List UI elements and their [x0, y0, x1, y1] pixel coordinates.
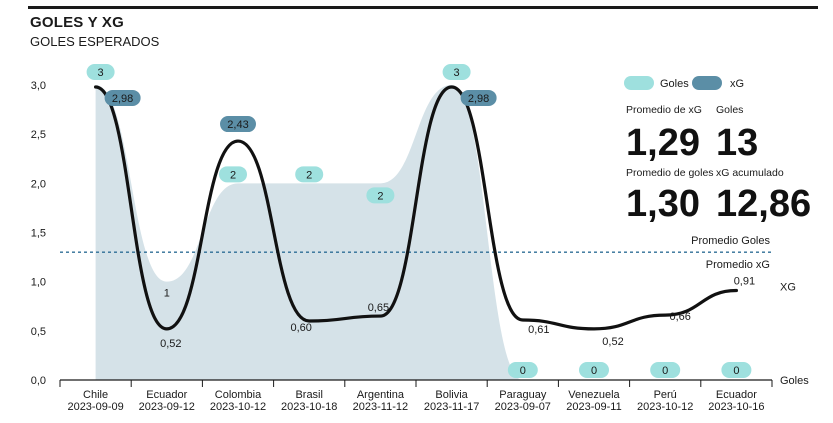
xg-pill: 2,43 — [220, 116, 256, 133]
y-tick-label: 2,5 — [31, 129, 46, 141]
x-tick-date: 2023-10-18 — [281, 401, 337, 413]
x-tick-date: 2023-09-12 — [139, 401, 195, 413]
x-tick-team: Colombia — [215, 389, 262, 401]
goals-pill-shape — [442, 64, 471, 80]
xg-pill: 2,98 — [460, 89, 497, 106]
x-tick-team: Ecuador — [146, 389, 187, 401]
series-end-label-goals: Goles — [780, 375, 809, 387]
x-tick-team: Bolivia — [435, 389, 468, 401]
goals-pill-shape — [507, 362, 538, 378]
stats-panel: Promedio de xG 1,29 Goles 13 Promedio de… — [626, 104, 811, 225]
xg-data-label: 0,65 — [368, 302, 389, 314]
x-tick-date: 2023-10-12 — [210, 401, 266, 413]
top-rule — [28, 6, 818, 9]
xg-line — [94, 85, 738, 331]
goals-pill: 3 — [86, 64, 115, 80]
goals-pill-shape — [86, 64, 115, 80]
goals-pill: 0 — [650, 362, 681, 378]
xg-pill-shape — [460, 89, 497, 106]
xg-data-label: 0,60 — [290, 322, 311, 334]
xg-data-label: 0,52 — [602, 336, 623, 348]
goals-pill-shape — [366, 187, 395, 204]
goals-pill: 0 — [507, 362, 538, 378]
xg-pill-text: 2,98 — [112, 93, 133, 105]
x-tick-date: 2023-09-11 — [566, 401, 621, 413]
y-tick-label: 1,5 — [31, 228, 46, 240]
goals-pill-text: 2 — [230, 169, 236, 181]
legend-label-xg: xG — [730, 78, 744, 90]
goals-pill: 2 — [366, 187, 395, 204]
goals-pill-text: 0 — [662, 365, 668, 377]
stat-goals-label: Goles — [716, 104, 743, 116]
goals-pill-shape — [219, 166, 247, 183]
xg-pill-text: 2,98 — [468, 93, 489, 105]
goals-data-label: 1 — [164, 288, 170, 300]
goals-pill-text: 3 — [454, 67, 460, 79]
x-tick-date: 2023-09-09 — [67, 401, 123, 413]
series-end-label-xg: XG — [780, 282, 796, 294]
reference-label-goals: Promedio Goles — [691, 235, 770, 247]
x-tick-date: 2023-11-12 — [353, 401, 408, 413]
goals-pill-text: 0 — [733, 365, 739, 377]
y-tick-label: 2,0 — [31, 178, 46, 190]
goals-pill: 2 — [295, 166, 324, 183]
xg-data-label: 0,66 — [669, 311, 690, 323]
goals-pill: 2 — [219, 166, 247, 183]
x-tick-team: Venezuela — [568, 389, 620, 401]
reference-label-xg: Promedio xG — [706, 259, 770, 271]
stat-avg-xg-label: Promedio de xG — [626, 104, 702, 116]
xg-pill-shape — [104, 89, 141, 106]
chart-subtitle: GOLES ESPERADOS — [30, 34, 160, 49]
x-tick-date: 2023-10-12 — [637, 401, 693, 413]
stat-avg-xg-value: 1,29 — [626, 122, 700, 164]
y-tick-label: 0,0 — [31, 375, 46, 387]
x-tick-date: 2023-11-17 — [424, 401, 479, 413]
stat-goals-value: 13 — [716, 122, 758, 164]
xg-pill-shape — [220, 116, 256, 133]
x-tick-team: Chile — [83, 389, 108, 401]
stat-xg-total-label: xG acumulado — [716, 167, 784, 179]
x-tick-date: 2023-10-16 — [708, 401, 764, 413]
x-tick-date: 2023-09-07 — [495, 401, 551, 413]
goals-pill: 0 — [721, 362, 752, 378]
xg-pill: 2,98 — [104, 89, 141, 106]
goals-pill: 0 — [579, 362, 609, 378]
legend-swatch-xg — [692, 76, 722, 90]
xg-pill-text: 2,43 — [227, 119, 248, 131]
xg-data-label: 0,91 — [734, 276, 755, 288]
goals-area — [95, 85, 523, 380]
legend-label-goles: Goles — [660, 78, 689, 90]
goals-pill-text: 3 — [98, 67, 104, 79]
x-tick-team: Perú — [654, 389, 677, 401]
goals-pill-text: 2 — [377, 190, 383, 202]
x-tick-team: Argentina — [357, 389, 405, 401]
stat-avg-goals-label: Promedio de goles — [626, 167, 714, 179]
goals-pill: 3 — [442, 64, 471, 80]
y-tick-label: 1,0 — [31, 277, 46, 289]
goals-pill-shape — [650, 362, 681, 378]
x-tick-team: Ecuador — [716, 389, 757, 401]
goals-pill-shape — [579, 362, 609, 378]
x-tick-team: Paraguay — [499, 389, 547, 401]
goals-pill-text: 0 — [591, 365, 597, 377]
goals-pill-text: 0 — [520, 365, 526, 377]
goals-pill-shape — [295, 166, 324, 183]
xg-data-label: 0,61 — [528, 324, 549, 336]
stat-avg-goals-value: 1,30 — [626, 183, 700, 225]
xg-data-label: 0,52 — [160, 338, 181, 350]
y-tick-label: 0,5 — [31, 326, 46, 338]
x-tick-team: Brasil — [295, 389, 323, 401]
chart-title: GOLES Y XG — [30, 14, 124, 31]
goals-pill-shape — [721, 362, 752, 378]
goals-pill-text: 2 — [306, 169, 312, 181]
legend: Goles xG — [624, 76, 744, 90]
y-tick-label: 3,0 — [31, 80, 46, 92]
stat-xg-total-value: 12,86 — [716, 183, 811, 225]
legend-swatch-goles — [624, 76, 654, 90]
